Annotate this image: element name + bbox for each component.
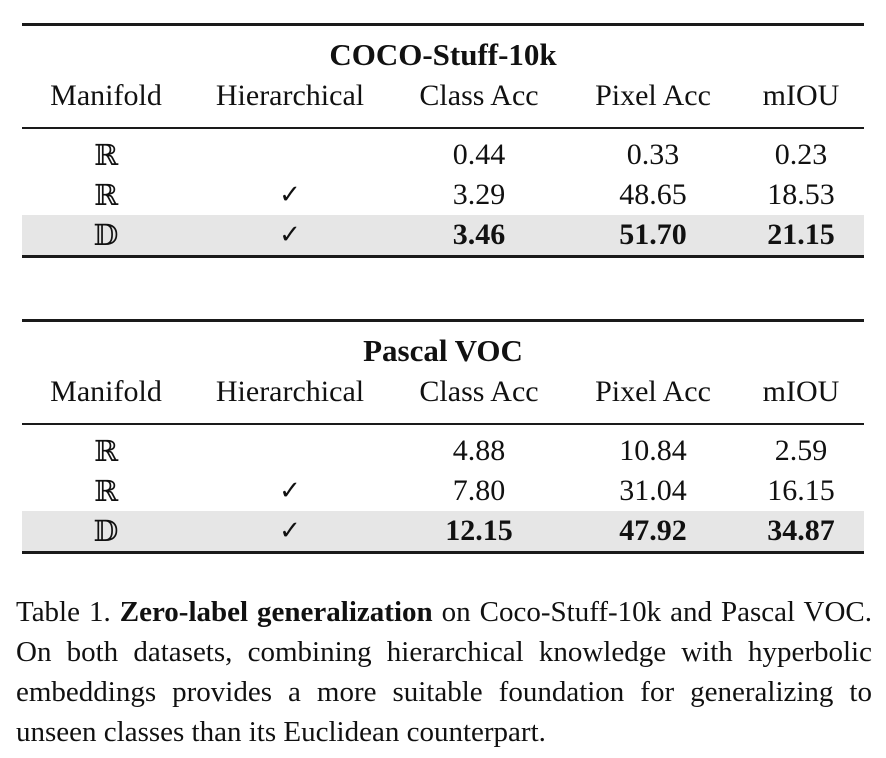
check-icon: ✓ bbox=[279, 516, 301, 546]
table-caption: Table 1. Zero-label generalization on Co… bbox=[16, 592, 872, 752]
manifold-cell: 𝔻 bbox=[93, 218, 119, 252]
class-acc-cell: 3.29 bbox=[452, 178, 506, 211]
table-row: ℝ 0.44 0.33 0.23 bbox=[22, 135, 864, 175]
class-acc-cell: 0.44 bbox=[452, 138, 506, 171]
header-manifold: Manifold bbox=[50, 79, 162, 112]
table-row-highlighted: 𝔻 ✓ 3.46 51.70 21.15 bbox=[22, 215, 864, 255]
table-title: Pascal VOC bbox=[363, 333, 523, 368]
pixel-acc-cell: 47.92 bbox=[619, 514, 687, 547]
table-title: COCO-Stuff-10k bbox=[329, 37, 557, 72]
header-hierarchical: Hierarchical bbox=[215, 79, 365, 112]
header-class-acc: Class Acc bbox=[419, 79, 539, 112]
manifold-cell: ℝ bbox=[93, 138, 119, 172]
class-acc-cell: 3.46 bbox=[452, 218, 506, 251]
class-acc-cell: 4.88 bbox=[452, 434, 506, 467]
coco-stuff-table: COCO-Stuff-10k Manifold Hierarchical Cla… bbox=[22, 23, 864, 258]
miou-cell: 21.15 bbox=[767, 218, 835, 251]
class-acc-cell: 12.15 bbox=[445, 514, 513, 547]
manifold-cell: ℝ bbox=[93, 178, 119, 212]
header-row: Manifold Hierarchical Class Acc Pixel Ac… bbox=[22, 70, 864, 121]
header-class-acc: Class Acc bbox=[419, 375, 539, 408]
class-acc-cell: 7.80 bbox=[452, 474, 506, 507]
header-miou: mIOU bbox=[762, 79, 840, 112]
bottom-rule bbox=[22, 255, 864, 258]
table-row: ℝ 4.88 10.84 2.59 bbox=[22, 431, 864, 471]
caption-label: Table 1. bbox=[16, 596, 111, 628]
manifold-cell: ℝ bbox=[93, 474, 119, 508]
header-hierarchical: Hierarchical bbox=[215, 375, 365, 408]
pixel-acc-cell: 10.84 bbox=[619, 434, 687, 467]
header-pixel-acc: Pixel Acc bbox=[595, 79, 711, 112]
bottom-rule bbox=[22, 551, 864, 554]
header-miou: mIOU bbox=[762, 375, 840, 408]
manifold-cell: 𝔻 bbox=[93, 514, 119, 548]
header-manifold: Manifold bbox=[50, 375, 162, 408]
check-icon: ✓ bbox=[279, 180, 301, 210]
check-icon: ✓ bbox=[279, 476, 301, 506]
miou-cell: 34.87 bbox=[767, 514, 835, 547]
check-icon: ✓ bbox=[279, 220, 301, 250]
caption-text: on Coco-Stuff-10k and Pascal VOC. On bot… bbox=[16, 596, 873, 748]
caption-bold-phrase: Zero-label generalization bbox=[119, 596, 433, 628]
table-row: ℝ ✓ 7.80 31.04 16.15 bbox=[22, 471, 864, 511]
header-pixel-acc: Pixel Acc bbox=[595, 375, 711, 408]
manifold-cell: ℝ bbox=[93, 434, 119, 468]
miou-cell: 2.59 bbox=[774, 434, 828, 467]
table-row-highlighted: 𝔻 ✓ 12.15 47.92 34.87 bbox=[22, 511, 864, 551]
miou-cell: 18.53 bbox=[767, 178, 835, 211]
pixel-acc-cell: 0.33 bbox=[626, 138, 680, 171]
header-row: Manifold Hierarchical Class Acc Pixel Ac… bbox=[22, 366, 864, 417]
table-row: ℝ ✓ 3.29 48.65 18.53 bbox=[22, 175, 864, 215]
mid-rule bbox=[22, 423, 864, 425]
miou-cell: 16.15 bbox=[767, 474, 835, 507]
pixel-acc-cell: 31.04 bbox=[619, 474, 687, 507]
pixel-acc-cell: 48.65 bbox=[619, 178, 687, 211]
top-rule bbox=[22, 23, 864, 26]
pixel-acc-cell: 51.70 bbox=[619, 218, 687, 251]
mid-rule bbox=[22, 127, 864, 129]
pascal-voc-table: Pascal VOC Manifold Hierarchical Class A… bbox=[22, 319, 864, 554]
miou-cell: 0.23 bbox=[774, 138, 828, 171]
top-rule bbox=[22, 319, 864, 322]
